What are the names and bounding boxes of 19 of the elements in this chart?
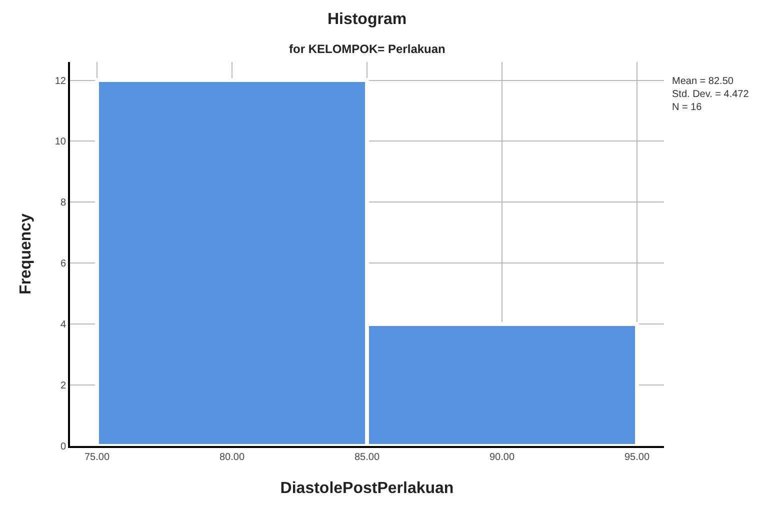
chart-title: Histogram — [327, 11, 407, 28]
y-tick-label: 8 — [60, 198, 66, 209]
y-tick-label: 0 — [60, 442, 66, 452]
x-tick-label: 75.00 — [84, 452, 110, 463]
x-tick-label: 95.00 — [624, 452, 650, 463]
x-axis-title: DiastolePostPerlakuan — [280, 480, 454, 498]
text: Std. Dev. = 4.472 — [672, 89, 750, 100]
y-tick-label: 2 — [60, 380, 66, 392]
x-tick-label: 90.00 — [489, 452, 515, 463]
y-tick-label: 12 — [54, 76, 66, 87]
chart-subtitle: for KELOMPOK= Perlakuan — [289, 42, 446, 56]
x-tick-label: 80.00 — [219, 452, 245, 463]
x-tick-label: 85.00 — [354, 452, 380, 463]
y-tick-label: 6 — [60, 258, 66, 270]
y-tick-label: 4 — [60, 320, 66, 331]
y-tick-label: 10 — [54, 136, 66, 148]
text: Mean = 82.50 — [672, 76, 734, 87]
text: N = 16 — [672, 102, 702, 113]
y-axis-title: Frequency — [17, 213, 34, 294]
